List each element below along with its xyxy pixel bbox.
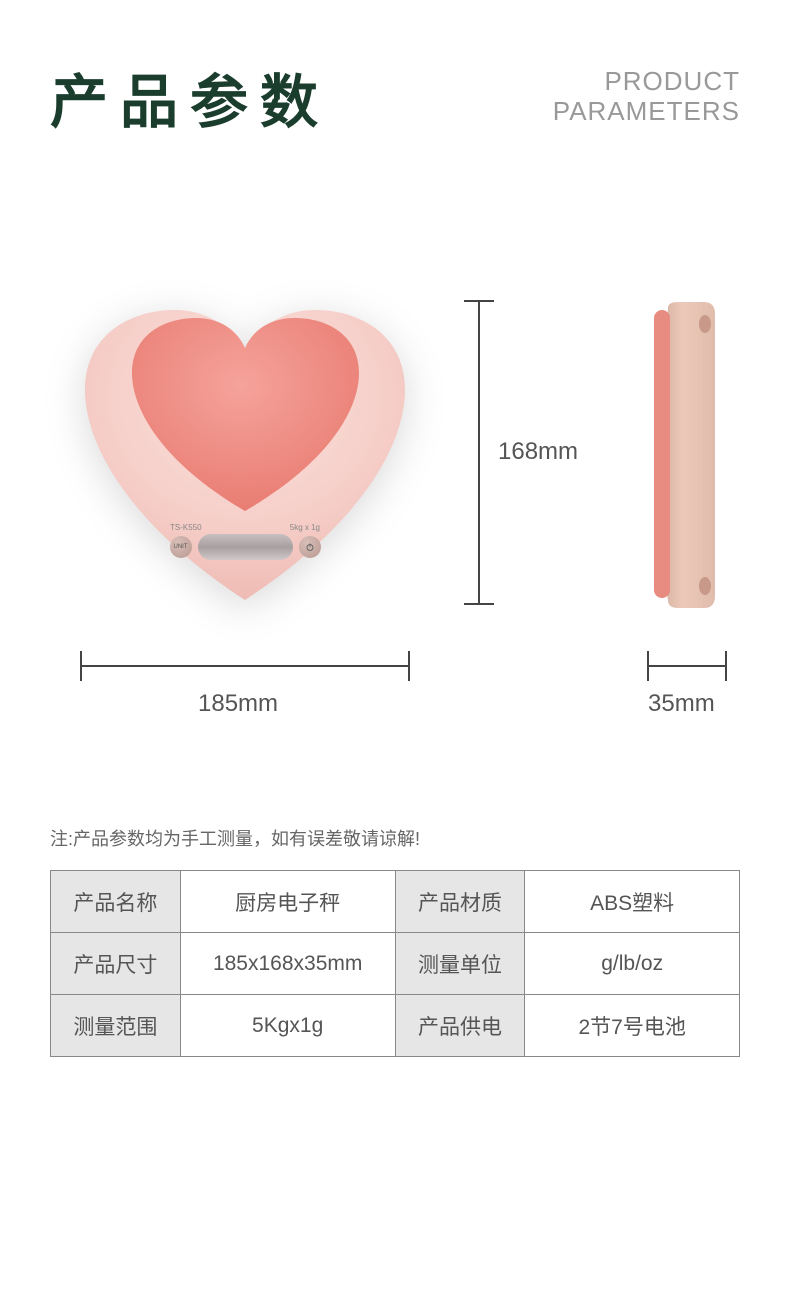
spec-key: 测量范围 — [51, 995, 181, 1057]
width-dimension-line — [80, 665, 410, 667]
width-label: 185mm — [198, 690, 278, 718]
dimension-diagram: TS-K550 5kg x 1g UNIT 168mm 185mm — [50, 270, 740, 740]
power-button — [299, 536, 321, 558]
capacity-label: 5kg x 1g — [290, 523, 320, 532]
heart-platform-icon — [128, 315, 363, 515]
spec-key: 产品名称 — [51, 871, 181, 933]
spec-value: 厨房电子秤 — [180, 871, 395, 933]
spec-value: 5Kgx1g — [180, 995, 395, 1057]
spec-value: 185x168x35mm — [180, 933, 395, 995]
specification-table: 产品名称 厨房电子秤 产品材质 ABS塑料 产品尺寸 185x168x35mm … — [50, 870, 740, 1057]
table-row: 测量范围 5Kgx1g 产品供电 2节7号电池 — [51, 995, 740, 1057]
spec-key: 测量单位 — [395, 933, 525, 995]
header: 产品参数 PRODUCT PARAMETERS — [50, 55, 740, 139]
depth-dimension-line — [647, 665, 727, 667]
spec-key: 产品材质 — [395, 871, 525, 933]
height-dimension-line — [478, 300, 480, 605]
product-front-view: TS-K550 5kg x 1g UNIT — [80, 305, 410, 605]
spec-key: 产品供电 — [395, 995, 525, 1057]
title-en-line1: PRODUCT — [553, 67, 740, 97]
product-side-view — [650, 300, 725, 610]
spec-value: 2节7号电池 — [525, 995, 740, 1057]
depth-label: 35mm — [648, 690, 715, 718]
lcd-screen — [198, 534, 293, 560]
title-en-line2: PARAMETERS — [553, 97, 740, 127]
spec-key: 产品尺寸 — [51, 933, 181, 995]
unit-button: UNIT — [170, 536, 192, 558]
title-chinese: 产品参数 — [50, 55, 330, 139]
power-icon — [305, 542, 315, 552]
side-profile-icon — [650, 300, 725, 610]
scale-display-panel: TS-K550 5kg x 1g UNIT — [160, 523, 330, 560]
measurement-note: 注:产品参数均为手工测量，如有误差敬请谅解! — [50, 825, 420, 851]
table-row: 产品尺寸 185x168x35mm 测量单位 g/lb/oz — [51, 933, 740, 995]
model-label: TS-K550 — [170, 523, 202, 532]
table-row: 产品名称 厨房电子秤 产品材质 ABS塑料 — [51, 871, 740, 933]
title-english: PRODUCT PARAMETERS — [553, 67, 740, 127]
height-label: 168mm — [498, 438, 578, 466]
spec-value: g/lb/oz — [525, 933, 740, 995]
spec-value: ABS塑料 — [525, 871, 740, 933]
